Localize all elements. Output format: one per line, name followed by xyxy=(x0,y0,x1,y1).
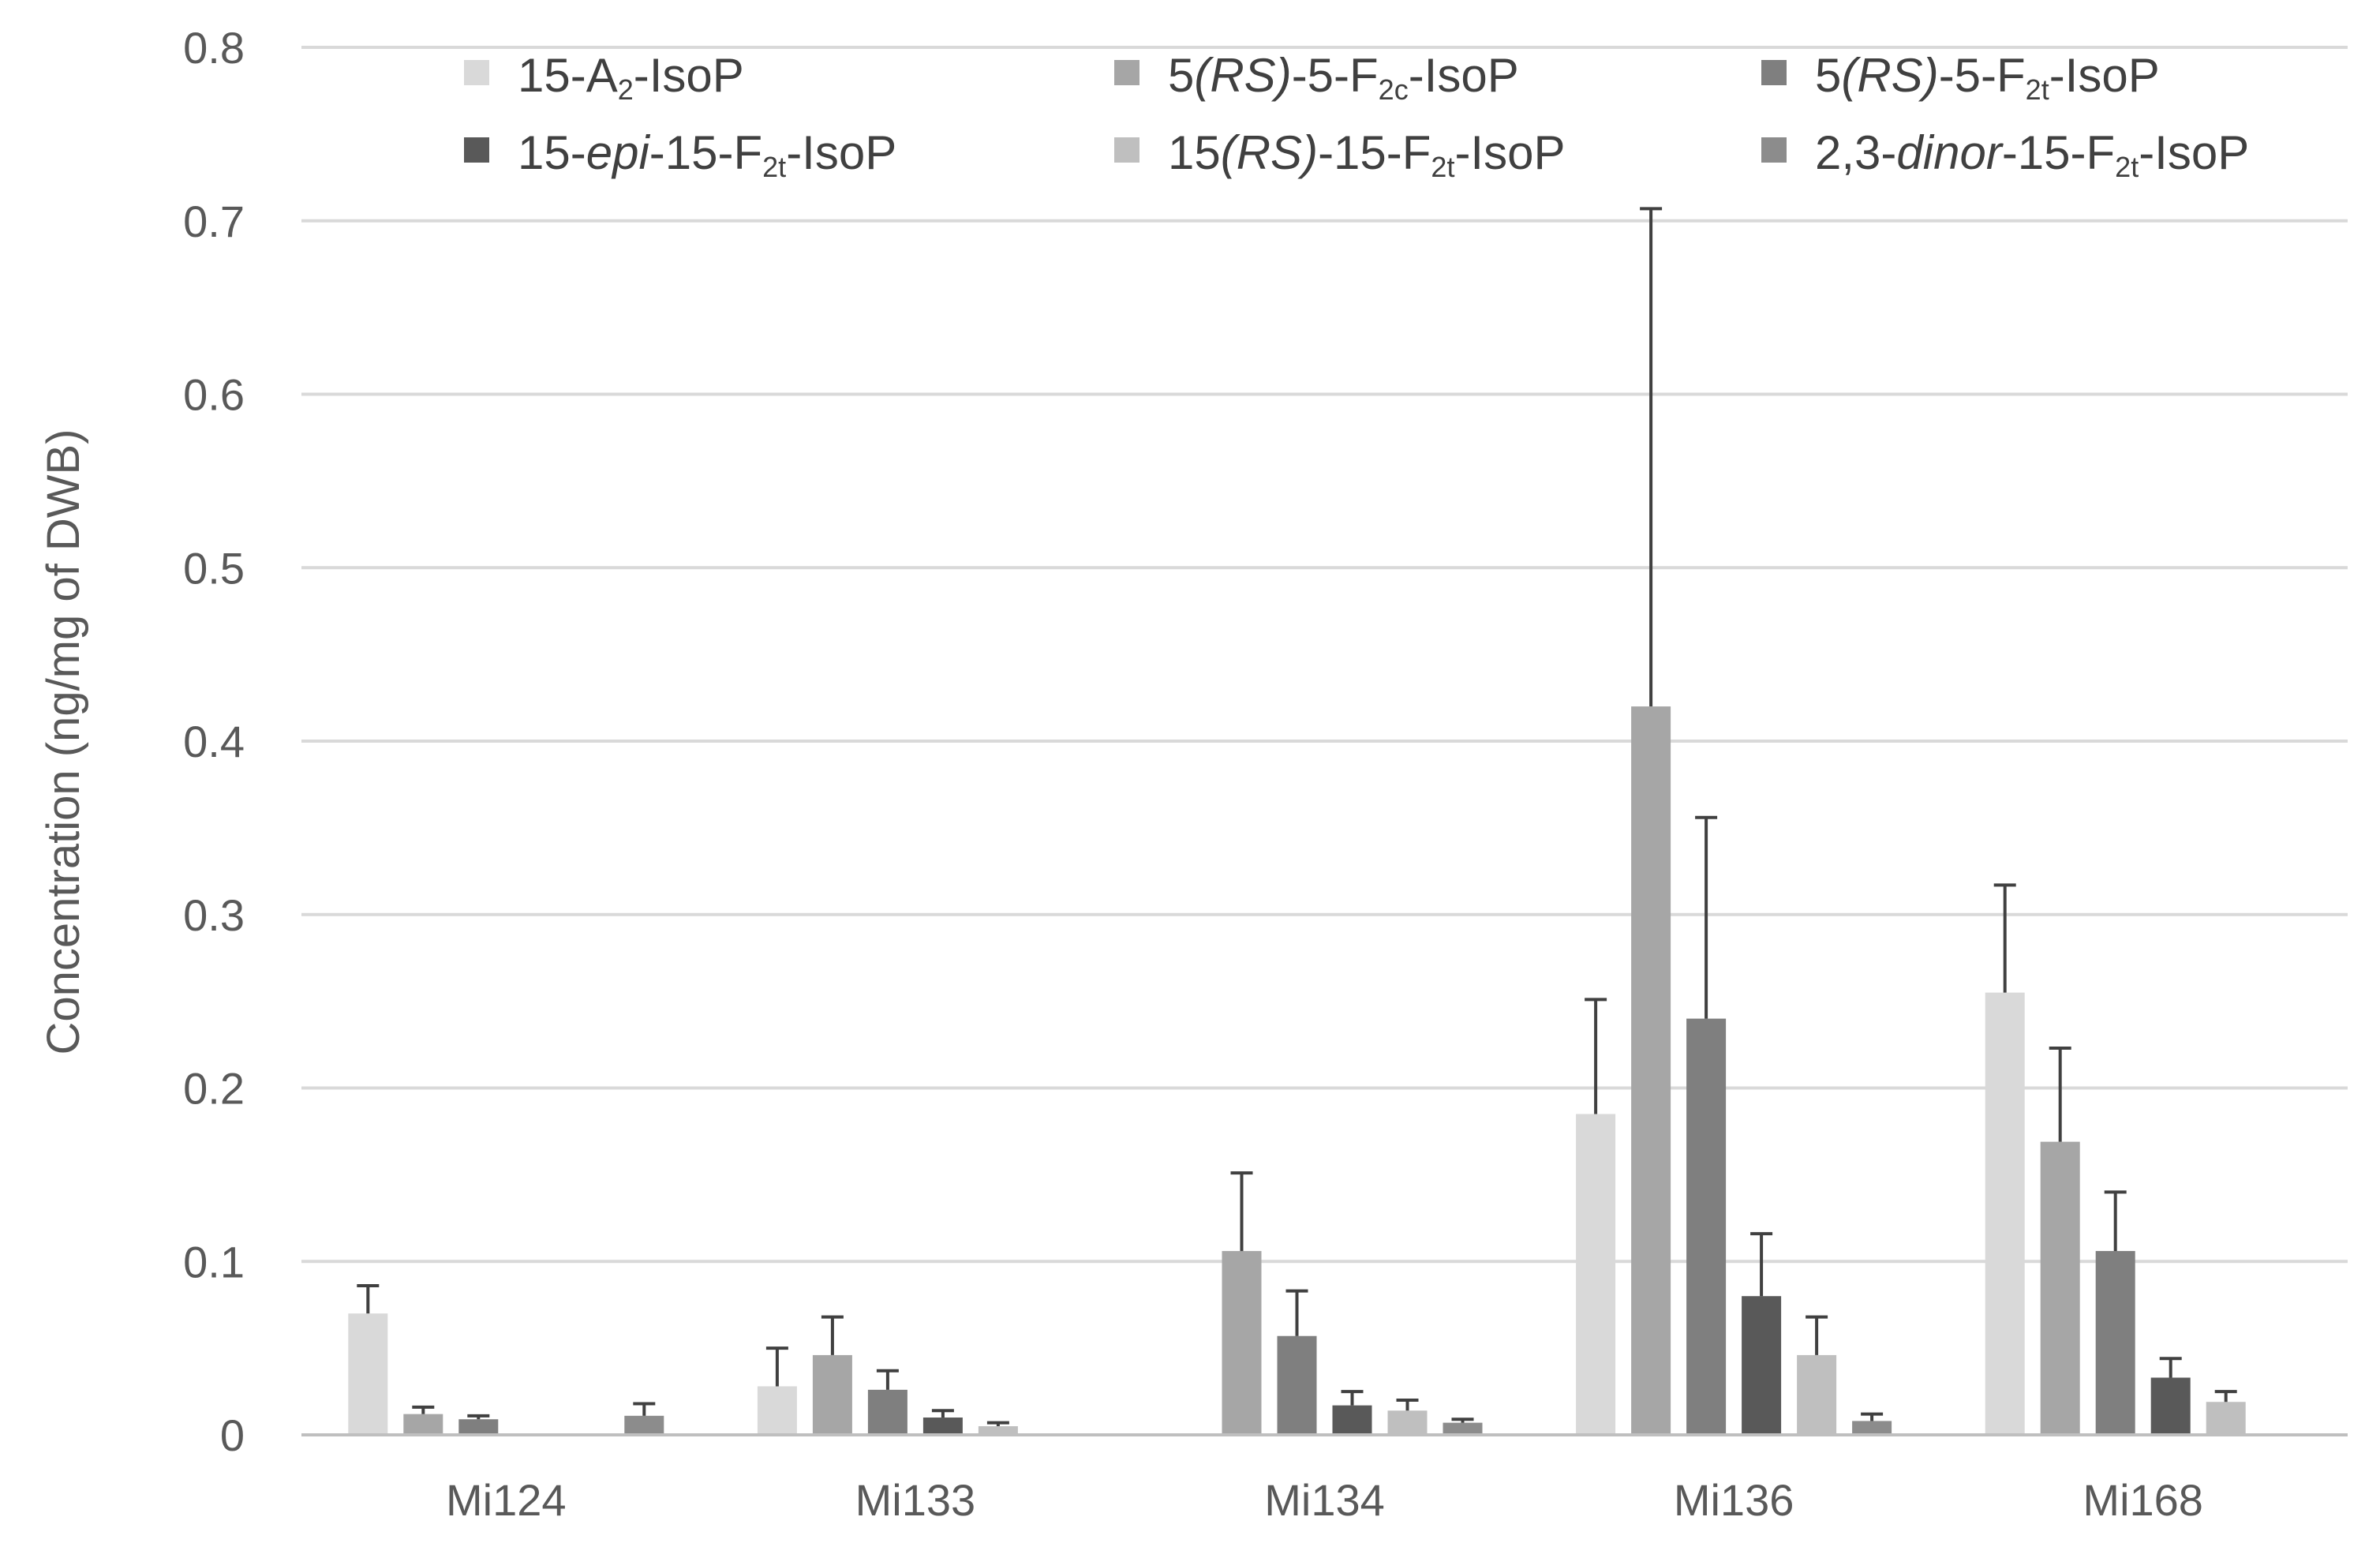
legend-item-4: 15-epi-15-F2t-IsoP xyxy=(464,126,896,183)
legend-label-part: -IsoP xyxy=(634,49,744,102)
y-tick-label: 0.6 xyxy=(183,370,245,420)
legend-label-part: dinor xyxy=(1896,126,2003,179)
x-category-label: Mi136 xyxy=(1674,1475,1794,1525)
legend-label-part: 2c xyxy=(1379,73,1409,106)
bar-mi136-series-6 xyxy=(1852,1421,1892,1435)
legend-label-part: 5 xyxy=(1168,49,1194,102)
legend-label-part: 2t xyxy=(2026,73,2049,106)
bar-mi136-series-2 xyxy=(1631,706,1671,1435)
legend-item-2: 5(RS)-5-F2c-IsoP xyxy=(1114,49,1519,106)
bar-mi124-series-2 xyxy=(403,1414,443,1435)
legend-swatch xyxy=(1761,137,1787,163)
legend-swatch xyxy=(1114,60,1139,85)
legend-label-part: -IsoP xyxy=(2049,49,2160,102)
y-tick-label: 0.1 xyxy=(183,1237,245,1286)
legend-swatch xyxy=(464,137,489,163)
bar-mi133-series-1 xyxy=(757,1386,797,1435)
legend-item-6: 2,3-dinor-15-F2t-IsoP xyxy=(1761,126,2249,183)
y-axis-title: Concentration (ng/mg of DWB) xyxy=(38,429,89,1055)
bar-mi133-series-4 xyxy=(922,1418,963,1435)
legend-item-5: 15(RS)-15-F2t-IsoP xyxy=(1114,126,1566,183)
legend-item-3: 5(RS)-5-F2t-IsoP xyxy=(1761,49,2160,106)
y-axis-ticks: 0 0.1 0.2 0.3 0.4 0.5 0.6 0.7 0.8 xyxy=(183,23,245,1460)
legend-label-part: -5-F xyxy=(1292,49,1379,102)
y-tick-label: 0.2 xyxy=(183,1064,245,1114)
y-tick-label: 0.3 xyxy=(183,890,245,940)
error-bars xyxy=(357,207,2237,1427)
legend-label-part: -IsoP xyxy=(2139,126,2249,179)
y-tick-label: 0 xyxy=(220,1410,245,1460)
bar-mi134-series-6 xyxy=(1443,1422,1483,1435)
legend-swatch xyxy=(464,60,489,85)
legend-swatch xyxy=(1761,60,1787,85)
legend-item-1: 15-A2-IsoP xyxy=(464,49,744,106)
legend-label-part: 5 xyxy=(1815,49,1841,102)
bar-mi133-series-5 xyxy=(978,1426,1018,1435)
legend-label: 2,3-dinor-15-F2t-IsoP xyxy=(1815,126,2249,183)
legend-label-part: -15-F xyxy=(2002,126,2115,179)
legend-label-part: 15- xyxy=(518,126,586,179)
legend-label-part: 15-A xyxy=(518,49,618,102)
legend-label-part: -IsoP xyxy=(1454,126,1565,179)
bar-mi168-series-1 xyxy=(1985,992,2025,1435)
bar-mi136-series-5 xyxy=(1797,1354,1837,1435)
legend-label-part: -IsoP xyxy=(1409,49,1519,102)
legend-label: 15-epi-15-F2t-IsoP xyxy=(518,126,896,183)
legend-label-part: 2t xyxy=(762,151,786,183)
legend-label: 15(RS)-15-F2t-IsoP xyxy=(1168,126,1566,183)
x-category-label: Mi168 xyxy=(2082,1475,2203,1525)
bar-mi133-series-3 xyxy=(867,1389,907,1435)
x-category-label: Mi134 xyxy=(1264,1475,1385,1525)
bar-mi136-series-4 xyxy=(1742,1296,1782,1435)
x-category-label: Mi133 xyxy=(855,1475,976,1525)
legend-label-part: 2,3- xyxy=(1815,126,1896,179)
legend-label-part: 2t xyxy=(2115,151,2139,183)
bar-mi168-series-3 xyxy=(2095,1251,2135,1435)
bar-mi134-series-2 xyxy=(1222,1251,1262,1435)
bars xyxy=(348,706,2246,1435)
x-axis-categories: Mi124 Mi133 Mi134 Mi136 Mi168 xyxy=(446,1475,2203,1525)
legend-label-part: epi xyxy=(586,126,651,179)
gridlines xyxy=(301,46,2348,1264)
legend-label-part: -15-F xyxy=(649,126,762,179)
legend: 15-A2-IsoP 5(RS)-5-F2c-IsoP 5(RS)-5-F2t-Is… xyxy=(464,49,2249,183)
y-tick-label: 0.5 xyxy=(183,543,245,593)
legend-label-part: 2 xyxy=(618,73,634,106)
bar-mi124-series-3 xyxy=(458,1419,499,1435)
y-tick-label: 0.8 xyxy=(183,23,245,73)
legend-label-part: (RS) xyxy=(1841,49,1938,102)
y-tick-label: 0.4 xyxy=(183,717,245,766)
bar-mi124-series-6 xyxy=(624,1415,664,1435)
legend-label-part: (RS) xyxy=(1221,126,1318,179)
legend-label-part: 15 xyxy=(1168,126,1221,179)
bar-mi134-series-4 xyxy=(1332,1405,1372,1435)
legend-label: 5(RS)-5-F2c-IsoP xyxy=(1168,49,1519,106)
bar-mi136-series-1 xyxy=(1576,1114,1616,1435)
legend-label: 5(RS)-5-F2t-IsoP xyxy=(1815,49,2160,106)
legend-label-part: -15-F xyxy=(1318,126,1431,179)
bar-mi168-series-2 xyxy=(2040,1141,2080,1435)
bar-mi133-series-2 xyxy=(812,1354,852,1435)
legend-label-part: -5-F xyxy=(1939,49,2026,102)
legend-label-part: (RS) xyxy=(1194,49,1291,102)
bar-mi134-series-5 xyxy=(1387,1410,1428,1435)
bar-mi168-series-5 xyxy=(2206,1402,2246,1435)
x-category-label: Mi124 xyxy=(446,1475,567,1525)
bar-mi168-series-4 xyxy=(2150,1377,2191,1435)
legend-label: 15-A2-IsoP xyxy=(518,49,744,106)
bar-mi134-series-3 xyxy=(1277,1335,1317,1435)
bar-mi124-series-1 xyxy=(348,1313,388,1435)
legend-swatch xyxy=(1114,137,1139,163)
legend-label-part: -IsoP xyxy=(786,126,896,179)
legend-label-part: 2t xyxy=(1431,151,1454,183)
bar-mi136-series-3 xyxy=(1686,1018,1727,1435)
y-tick-label: 0.7 xyxy=(183,197,245,246)
